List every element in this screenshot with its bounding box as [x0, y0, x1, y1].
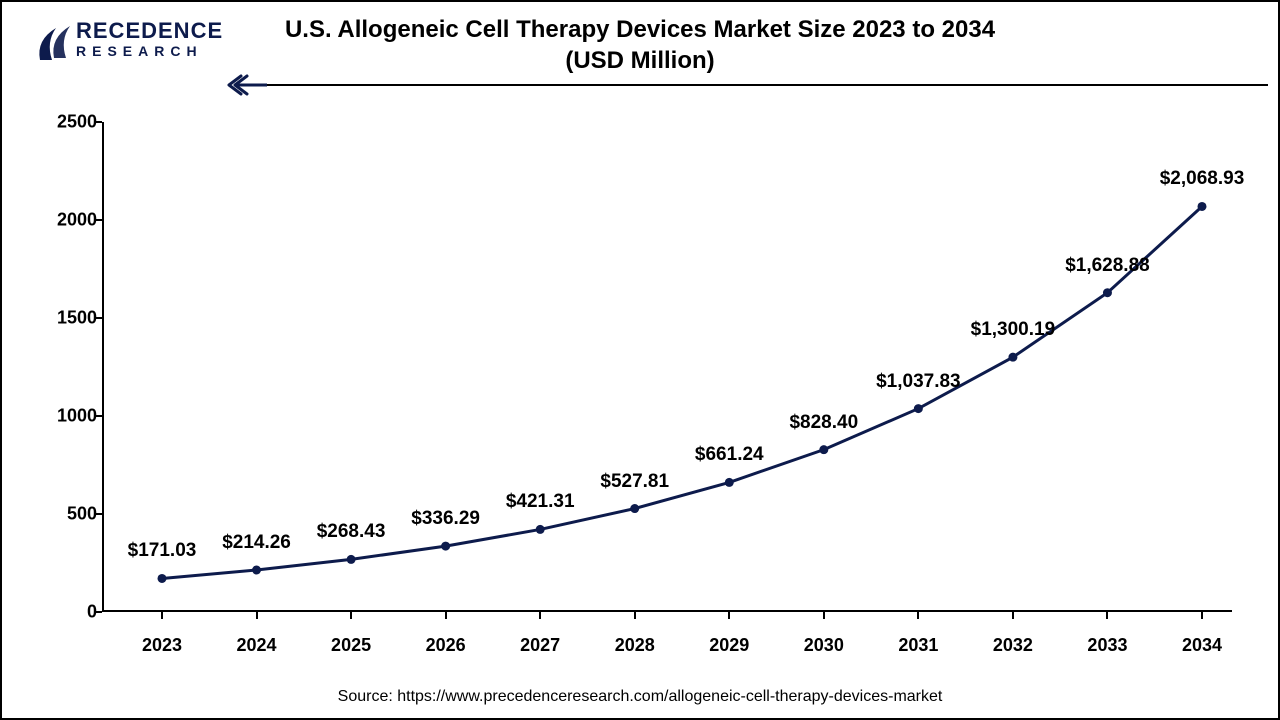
y-tick-label: 2000 — [57, 210, 97, 231]
y-tick — [95, 121, 102, 123]
x-tick — [1106, 612, 1108, 619]
x-tick — [161, 612, 163, 619]
x-tick — [256, 612, 258, 619]
y-tick-label: 2500 — [57, 112, 97, 133]
x-tick-label: 2027 — [520, 635, 560, 656]
data-marker — [347, 555, 356, 564]
y-tick — [95, 415, 102, 417]
data-point-label: $661.24 — [695, 444, 764, 466]
x-tick-label: 2032 — [993, 635, 1033, 656]
x-tick — [539, 612, 541, 619]
x-tick — [1012, 612, 1014, 619]
x-tick — [350, 612, 352, 619]
source-text: Source: https://www.precedenceresearch.c… — [2, 688, 1278, 706]
data-marker — [1008, 353, 1017, 362]
data-point-label: $527.81 — [600, 471, 669, 493]
y-tick — [95, 611, 102, 613]
x-tick-label: 2028 — [615, 635, 655, 656]
data-marker — [441, 542, 450, 551]
y-tick — [95, 219, 102, 221]
arrow-left-icon — [227, 72, 267, 98]
data-marker — [630, 504, 639, 513]
data-point-label: $268.43 — [317, 521, 386, 543]
data-point-label: $1,628.88 — [1065, 255, 1150, 277]
y-tick — [95, 513, 102, 515]
x-tick — [917, 612, 919, 619]
x-tick — [728, 612, 730, 619]
x-tick-label: 2033 — [1087, 635, 1127, 656]
x-tick — [823, 612, 825, 619]
data-point-label: $2,068.93 — [1160, 168, 1245, 190]
data-marker — [819, 445, 828, 454]
data-point-label: $214.26 — [222, 532, 291, 554]
data-marker — [1103, 288, 1112, 297]
x-tick — [634, 612, 636, 619]
x-tick-label: 2023 — [142, 635, 182, 656]
x-tick-label: 2034 — [1182, 635, 1222, 656]
title-divider-line — [252, 84, 1268, 86]
data-marker — [252, 566, 261, 575]
y-tick-label: 1500 — [57, 308, 97, 329]
data-marker — [158, 574, 167, 583]
x-axis-labels: 2023 2024 2025 2026 2027 2028 2029 2030 2031 2032… — [102, 627, 1232, 657]
y-tick-label: 500 — [67, 504, 97, 525]
x-tick-label: 2025 — [331, 635, 371, 656]
data-point-label: $336.29 — [411, 508, 480, 530]
data-marker — [1198, 202, 1207, 211]
data-point-label: $1,300.19 — [971, 319, 1056, 341]
chart-title: U.S. Allogeneic Cell Therapy Devices Mar… — [2, 14, 1278, 76]
x-tick-label: 2026 — [426, 635, 466, 656]
x-tick-label: 2024 — [237, 635, 277, 656]
data-point-label: $421.31 — [506, 491, 575, 513]
data-marker — [725, 478, 734, 487]
x-tick-label: 2030 — [804, 635, 844, 656]
y-tick-label: 1000 — [57, 406, 97, 427]
data-point-label: $1,037.83 — [876, 371, 961, 393]
y-tick — [95, 317, 102, 319]
x-tick-label: 2031 — [898, 635, 938, 656]
data-marker — [536, 525, 545, 534]
data-point-label: $171.03 — [128, 540, 197, 562]
x-tick — [445, 612, 447, 619]
data-point-label: $828.40 — [789, 412, 858, 434]
y-axis-labels: 05001000150020002500 — [42, 122, 97, 612]
chart-area: 05001000150020002500 2023202420252026202… — [102, 122, 1232, 652]
data-marker — [914, 404, 923, 413]
x-tick — [1201, 612, 1203, 619]
x-tick-label: 2029 — [709, 635, 749, 656]
